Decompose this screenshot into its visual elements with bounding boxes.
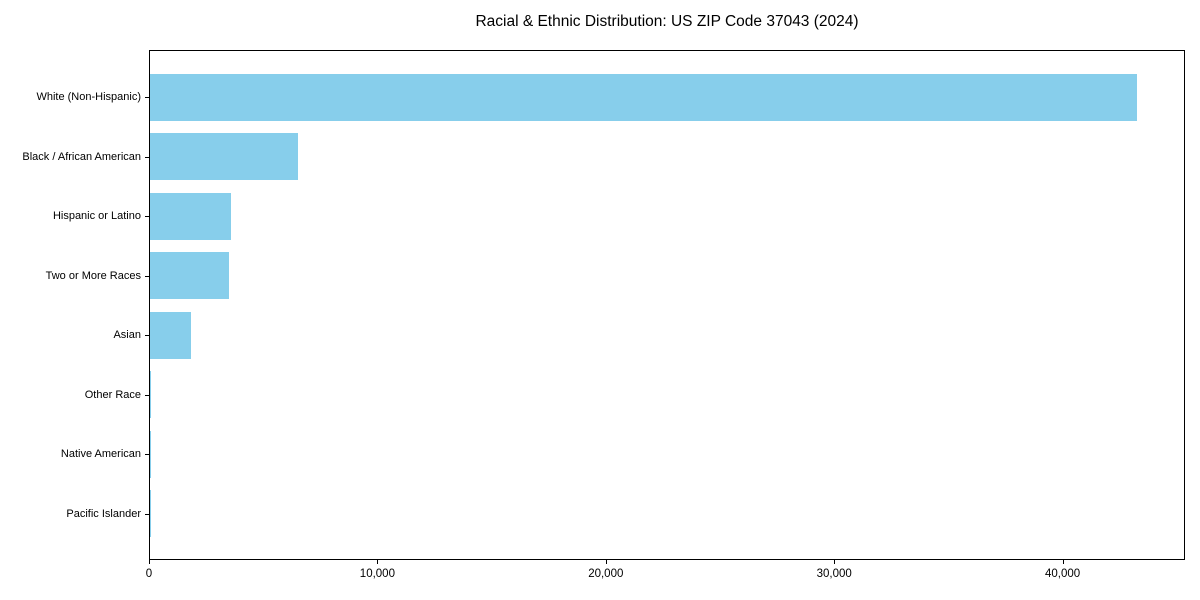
bar-white-non-hispanic bbox=[150, 73, 1137, 121]
x-tick-label: 0 bbox=[145, 568, 153, 580]
x-tick-mark bbox=[149, 560, 150, 564]
x-tick-mark bbox=[377, 560, 379, 564]
y-tick-label: Native American bbox=[60, 448, 141, 461]
bar-other-race bbox=[150, 371, 151, 419]
y-tick-label: White (Non-Hispanic) bbox=[36, 91, 141, 103]
y-tick-mark bbox=[145, 97, 149, 98]
bar-hispanic-or-latino bbox=[150, 192, 232, 240]
x-tick-mark bbox=[1062, 560, 1064, 564]
y-tick-label: Asian bbox=[113, 329, 141, 342]
y-tick-label: Two or More Races bbox=[45, 269, 141, 282]
y-tick-label: Black / African American bbox=[22, 150, 141, 163]
y-tick-mark bbox=[145, 454, 149, 456]
y-tick-label: Hispanic or Latino bbox=[52, 210, 141, 223]
y-tick-mark bbox=[145, 394, 149, 396]
y-tick-mark bbox=[145, 335, 149, 337]
x-tick-label: 30,000 bbox=[816, 568, 852, 580]
bar-two-or-more-races bbox=[150, 252, 229, 300]
y-tick-mark bbox=[145, 216, 149, 218]
bar-asian bbox=[150, 311, 192, 359]
x-tick-mark bbox=[605, 560, 607, 564]
bar-black-african-american bbox=[150, 133, 299, 181]
x-tick-mark bbox=[834, 560, 836, 564]
y-tick-mark bbox=[145, 513, 149, 515]
plot-area bbox=[149, 50, 1185, 560]
x-tick-label: 40,000 bbox=[1044, 568, 1081, 580]
y-tick-mark bbox=[145, 156, 149, 158]
y-tick-mark bbox=[145, 275, 149, 277]
x-tick-label: 10,000 bbox=[359, 568, 395, 580]
y-tick-label: Other Race bbox=[84, 388, 141, 401]
x-tick-label: 20,000 bbox=[588, 568, 624, 580]
chart-title: Racial & Ethnic Distribution: US ZIP Cod… bbox=[475, 13, 859, 30]
y-tick-label: Pacific Islander bbox=[66, 507, 141, 520]
